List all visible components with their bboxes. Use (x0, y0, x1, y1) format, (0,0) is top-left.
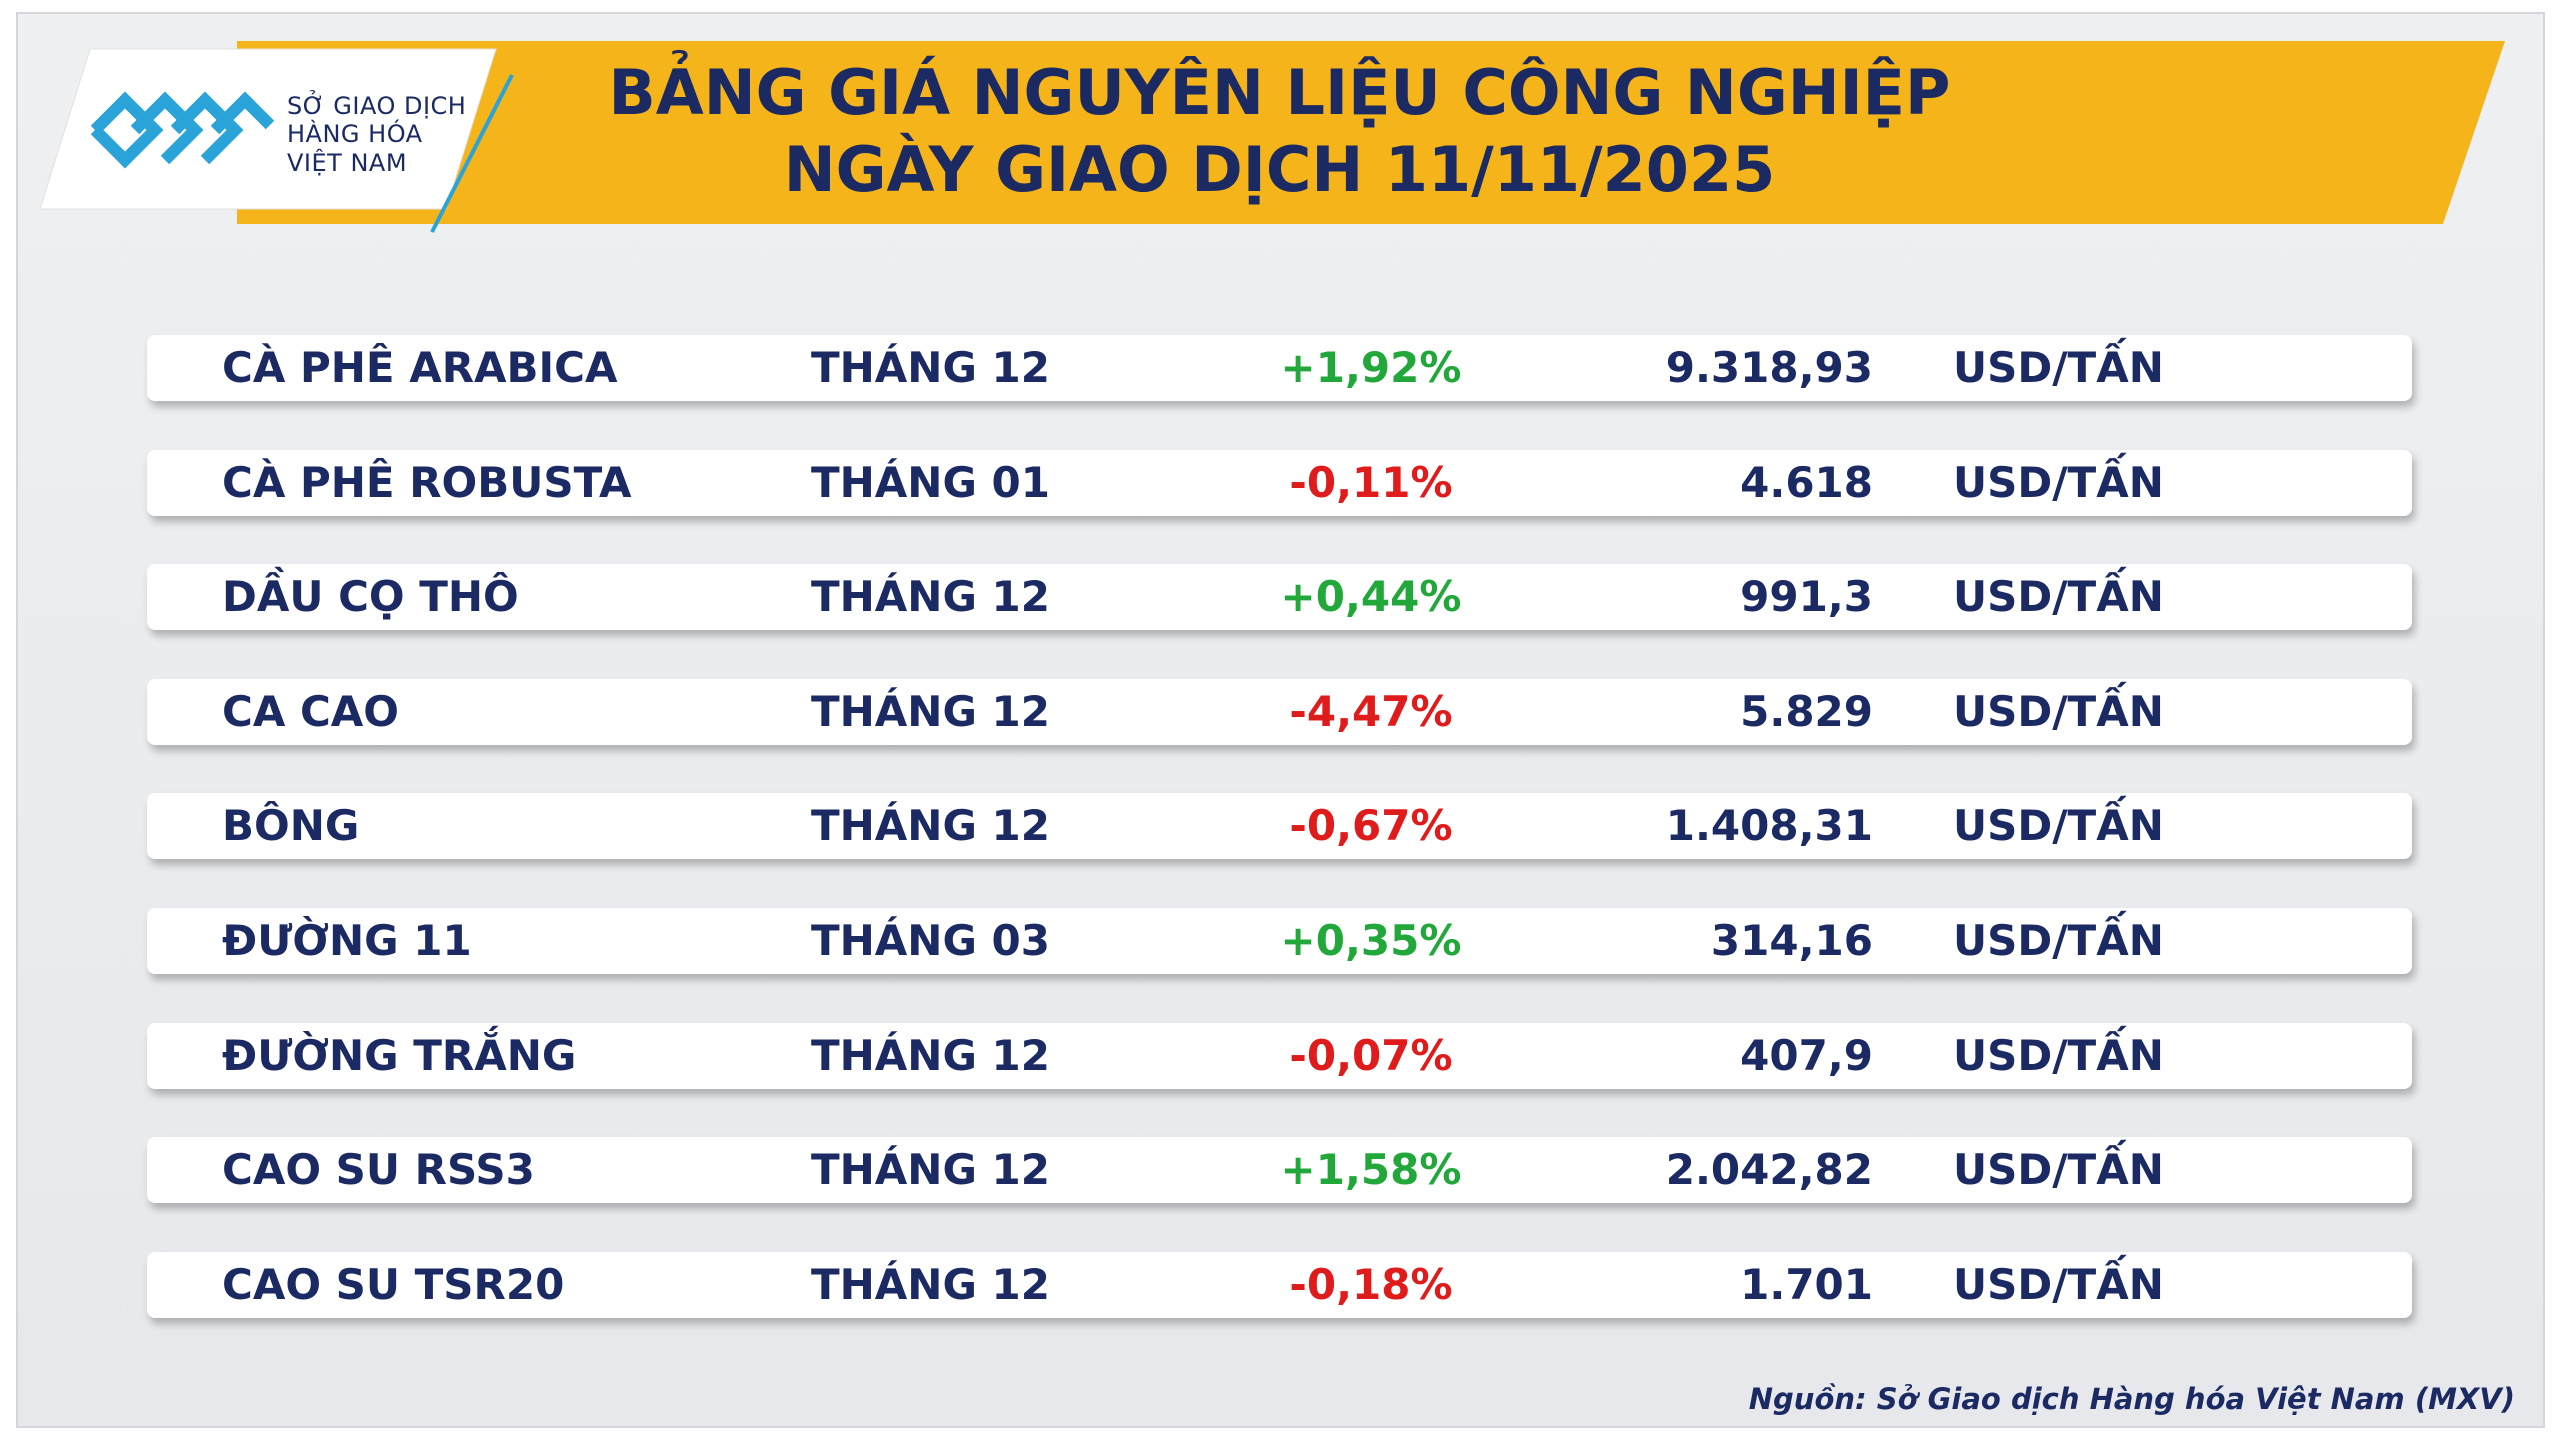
unit: USD/TẤN (1953, 916, 2164, 965)
change: +1,58% (1280, 1145, 1462, 1195)
commodity: CÀ PHÊ ROBUSTA (222, 457, 632, 507)
logo-text: SỞ GIAO DỊCH (287, 92, 467, 120)
contract: THÁNG 01 (811, 457, 1050, 507)
contract: THÁNG 12 (811, 1259, 1050, 1309)
contract: THÁNG 12 (811, 572, 1050, 622)
price: 4.618 (1740, 457, 1873, 507)
contract: THÁNG 12 (811, 1030, 1050, 1080)
commodity: ĐƯỜNG 11 (222, 916, 472, 965)
price: 1.408,31 (1665, 801, 1873, 851)
commodity: ĐƯỜNG TRẮNG (222, 1030, 577, 1080)
unit: USD/TẤN (1953, 801, 2164, 851)
unit: USD/TẤN (1953, 686, 2164, 736)
contract: THÁNG 12 (811, 343, 1050, 392)
change: -4,47% (1289, 686, 1453, 736)
table-row: CÀ PHÊ ROBUSTA THÁNG 01 -0,11% 4.618 USD/TẤN (147, 449, 2412, 516)
table-row: CAO SU TSR20 THÁNG 12 -0,18% 1.701 USD/TẤN (147, 1251, 2412, 1318)
commodity: CA CAO (222, 686, 399, 736)
table-row: CAO SU RSS3 THÁNG 12 +1,58% 2.042,82 USD/TẤN (147, 1137, 2412, 1204)
unit: USD/TẤN (1953, 572, 2164, 622)
contract: THÁNG 03 (811, 916, 1050, 965)
table-row: CÀ PHÊ ARABICA THÁNG 12 +1,92% 9.318,93 USD/… (147, 335, 2412, 401)
unit: USD/TẤN (1953, 457, 2164, 507)
unit: USD/TẤN (1953, 1145, 2164, 1195)
header-graphic (39, 41, 2505, 233)
table-row: BÔNG THÁNG 12 -0,67% 1.408,31 USD/TẤN (147, 793, 2412, 860)
commodity: CÀ PHÊ ARABICA (222, 343, 618, 392)
change: +1,92% (1280, 343, 1462, 392)
change: -0,67% (1289, 801, 1453, 851)
title: NGÀY GIAO DỊCH 11/11/2025 (783, 133, 1776, 206)
price: 991,3 (1740, 572, 1873, 622)
change: -0,18% (1289, 1259, 1453, 1309)
price: 2.042,82 (1665, 1145, 1873, 1195)
table-row: ĐƯỜNG 11 THÁNG 03 +0,35% 314,16 USD/TẤN (147, 908, 2412, 974)
contract: THÁNG 12 (811, 686, 1050, 736)
commodity: DẦU CỌ THÔ (222, 572, 519, 622)
price: 407,9 (1740, 1030, 1873, 1080)
title: BẢNG GIÁ NGUYÊN LIỆU CÔNG NGHIỆP (608, 56, 1951, 129)
contract: THÁNG 12 (811, 801, 1050, 851)
table-row: CA CAO THÁNG 12 -4,47% 5.829 USD/TẤN (147, 678, 2412, 745)
change: -0,07% (1289, 1030, 1453, 1080)
unit: USD/TẤN (1953, 1030, 2164, 1080)
change: -0,11% (1289, 457, 1453, 507)
commodity: BÔNG (222, 801, 360, 851)
table-row: DẦU CỌ THÔ THÁNG 12 +0,44% 991,3 USD/TẤN (147, 564, 2412, 631)
contract: THÁNG 12 (811, 1145, 1050, 1195)
table-row: ĐƯỜNG TRẮNG THÁNG 12 -0,07% 407,9 USD/TẤN (147, 1022, 2412, 1089)
price: 5.829 (1740, 686, 1873, 736)
unit: USD/TẤN (1953, 1259, 2164, 1309)
commodity: CAO SU TSR20 (222, 1259, 565, 1309)
source: Nguồn: Sở Giao dịch Hàng hóa Việt Nam (M… (1748, 1382, 2515, 1416)
price: 9.318,93 (1665, 343, 1873, 392)
change: +0,44% (1280, 572, 1462, 622)
commodity: CAO SU RSS3 (222, 1145, 535, 1195)
change: +0,35% (1280, 916, 1462, 965)
unit: USD/TẤN (1953, 343, 2164, 392)
price: 314,16 (1710, 916, 1873, 965)
price: 1.701 (1740, 1259, 1873, 1309)
logo-text: VIỆT NAM (287, 149, 408, 177)
logo-text: HÀNG HÓA (287, 120, 423, 148)
